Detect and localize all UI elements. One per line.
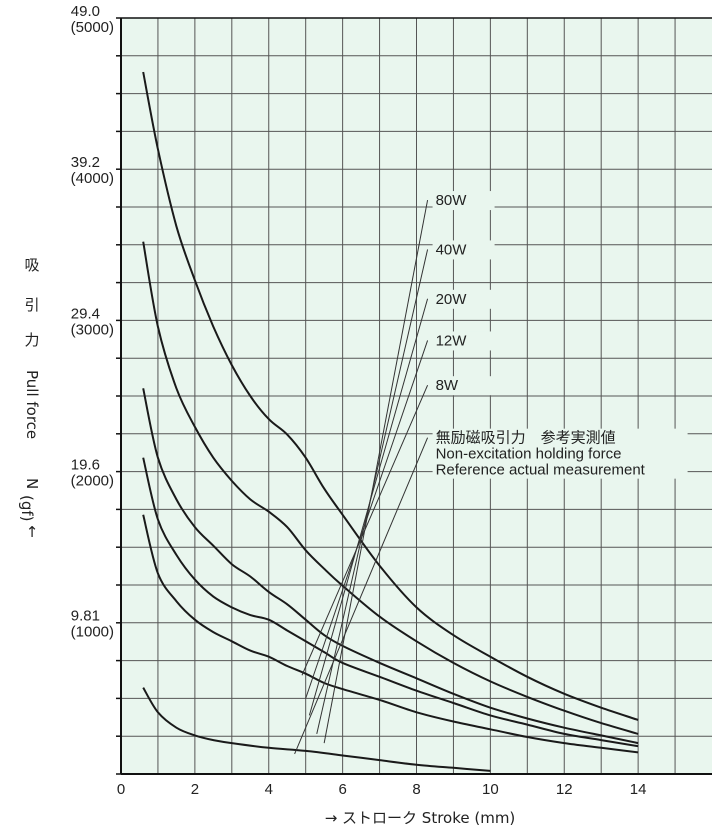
y-tick-sublabel: (5000) xyxy=(71,19,114,36)
y-tick-sublabel: (3000) xyxy=(71,321,114,338)
x-tick-label: 10 xyxy=(482,781,499,798)
legend-leader-5 xyxy=(294,437,429,755)
legend-bg xyxy=(432,191,495,211)
legend-label: 8W xyxy=(436,377,459,394)
legend-bg xyxy=(432,240,495,260)
y-tick-sublabel: (4000) xyxy=(71,170,114,187)
series-line-0 xyxy=(142,71,639,721)
y-axis-title-unit-n: N xyxy=(23,478,41,489)
legend-label: 80W xyxy=(436,192,468,209)
x-tick-label: 6 xyxy=(338,781,346,798)
y-tick-label: 49.0 xyxy=(71,3,100,20)
y-tick-label: 9.81 xyxy=(71,608,100,625)
x-tick-label: 0 xyxy=(117,781,125,798)
series-line-2 xyxy=(142,388,639,745)
y-axis-title-unit-gf: (gf) xyxy=(18,495,36,522)
tick-labels: 0 2 4 6 8 10 12 14 9.81(1000) 19.6(2000) 29.4(3000… xyxy=(71,3,647,798)
legend-label-sub2: Reference actual measurement xyxy=(436,462,646,479)
legend-label: 無励磁吸引力 参考実測値 xyxy=(436,430,616,447)
legend-leader-3 xyxy=(305,340,429,699)
x-axis-title: → ストローク Stroke (mm) xyxy=(325,809,516,827)
y-axis-title-char: 力 xyxy=(24,331,39,349)
axis-labels: → ストローク Stroke (mm) 吸引力 Pull force N (gf)↑ xyxy=(18,256,515,827)
legend-label: 12W xyxy=(436,332,468,349)
x-tick-label: 12 xyxy=(556,781,573,798)
series-line-5 xyxy=(142,687,491,772)
legend-label-sub1: Non-excitation holding force xyxy=(436,446,622,463)
y-tick-label: 19.6 xyxy=(71,457,100,474)
legend-label: 40W xyxy=(436,241,468,258)
series-line-4 xyxy=(142,514,639,754)
legend-leader-1 xyxy=(316,249,429,734)
series-line-3 xyxy=(142,457,639,748)
legend-bg xyxy=(432,376,495,396)
series-line-1 xyxy=(142,241,639,735)
y-axis-title-pull-force: Pull force xyxy=(23,370,41,439)
y-axis-title-arrow: ↑ xyxy=(26,523,39,541)
y-tick-sublabel: (2000) xyxy=(71,473,114,490)
axes xyxy=(116,17,712,775)
x-tick-label: 4 xyxy=(265,781,273,798)
legend-leader-0 xyxy=(323,199,429,744)
legend-bg xyxy=(432,428,688,479)
legend-leaders xyxy=(294,199,429,755)
legend-bg xyxy=(432,331,495,351)
legend-label: 20W xyxy=(436,291,468,308)
y-tick-label: 29.4 xyxy=(71,305,100,322)
grid xyxy=(121,18,712,774)
y-axis-title-char: 引 xyxy=(24,296,39,314)
series-lines xyxy=(142,71,639,772)
legend-bg xyxy=(432,289,495,309)
y-tick-sublabel: (1000) xyxy=(71,624,114,641)
legend-leader-2 xyxy=(308,298,429,716)
x-tick-label: 14 xyxy=(630,781,647,798)
legend-leader-4 xyxy=(301,385,429,676)
x-tick-label: 2 xyxy=(191,781,199,798)
legend: 80W 40W 20W 12W 8W 無励磁吸引力 参考実測値Non-excitation… xyxy=(432,191,688,479)
x-tick-label: 8 xyxy=(412,781,420,798)
y-tick-label: 39.2 xyxy=(71,154,100,171)
y-axis-title-char: 吸 xyxy=(24,256,39,274)
